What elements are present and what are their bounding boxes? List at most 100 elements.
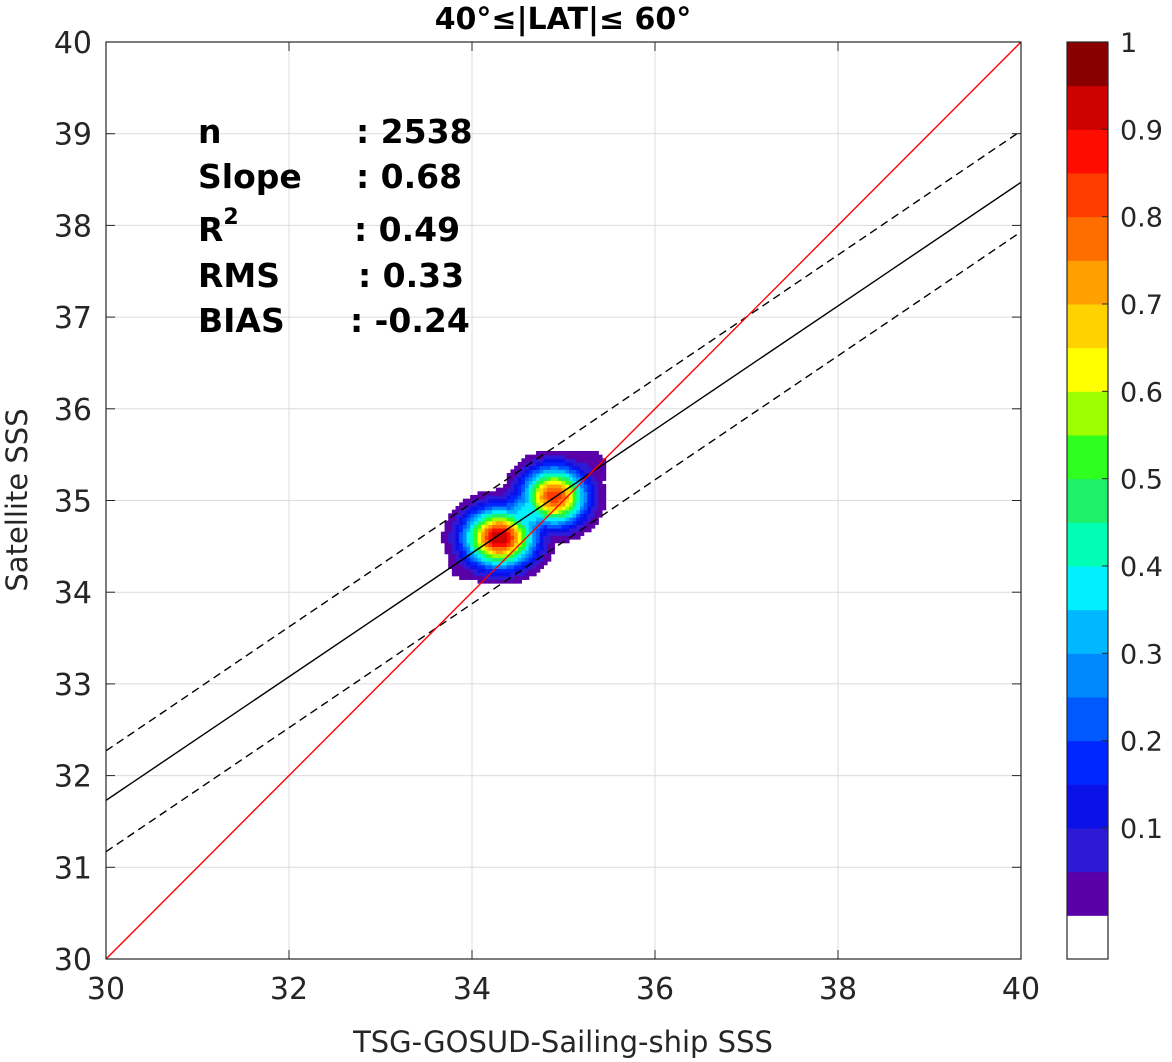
density-cell (459, 509, 464, 514)
y-axis-label: Satellite SSS (0, 408, 34, 591)
density-cell (565, 528, 570, 533)
density-cell (539, 539, 544, 544)
density-cell (528, 476, 533, 481)
density-cell (558, 461, 563, 467)
density-cell (550, 491, 555, 496)
density-cell (488, 506, 493, 511)
axis-ticks (105, 41, 1022, 960)
density-cell (473, 568, 479, 573)
density-cell (470, 531, 475, 536)
density-cell (466, 575, 471, 580)
density-cell (561, 454, 566, 459)
density-cell (492, 524, 497, 529)
density-cell (576, 454, 581, 459)
density-cell (470, 498, 475, 503)
density-cell (473, 528, 479, 533)
density-cell (521, 513, 526, 518)
density-cell (510, 561, 515, 566)
density-cell (521, 550, 526, 555)
density-cell (568, 520, 574, 525)
density-cell (510, 502, 515, 507)
density-cell (473, 531, 479, 536)
density-cell (466, 564, 471, 569)
density-cell (499, 502, 504, 507)
density-cell (554, 513, 559, 518)
density-cell (561, 483, 566, 489)
density-cell (576, 461, 581, 467)
density-cell (601, 494, 607, 500)
density-cell (528, 524, 533, 529)
density-cell (590, 524, 596, 529)
density-cell (492, 557, 497, 562)
density-cell (583, 517, 588, 522)
density-cell (451, 509, 457, 514)
density-cell (499, 542, 504, 547)
density-cell (440, 535, 446, 540)
density-cell (525, 465, 530, 470)
density-cell (451, 572, 457, 577)
density-cell (495, 568, 501, 573)
density-cell (536, 469, 541, 474)
density-cell (495, 579, 501, 584)
density-cell (525, 454, 530, 459)
identity-line (106, 42, 1021, 959)
density-cell (532, 480, 537, 485)
density-cell (579, 498, 585, 503)
density-cell (568, 535, 574, 540)
density-cell (568, 469, 574, 474)
density-cell (536, 528, 541, 533)
density-cell (503, 535, 508, 540)
density-cell (514, 531, 519, 536)
density-cell (554, 491, 559, 496)
density-cell (506, 572, 512, 577)
density-cell (477, 572, 482, 577)
density-cell (528, 520, 533, 525)
density-cell (550, 483, 555, 489)
density-cell (488, 528, 493, 533)
y-tick-label: 38 (54, 209, 92, 244)
density-cell (543, 531, 548, 536)
density-cell (590, 502, 596, 507)
density-cell (521, 465, 526, 470)
density-cell (594, 494, 599, 500)
density-cell (484, 531, 490, 536)
density-cell (477, 528, 482, 533)
density-cell (492, 502, 497, 507)
density-cell (499, 572, 504, 577)
density-cell (521, 524, 526, 529)
density-cell (583, 458, 588, 463)
density-cell (568, 494, 574, 500)
stat-bias-label: BIAS (198, 301, 285, 340)
density-cell (521, 535, 526, 540)
density-cell (532, 483, 537, 489)
density-cell (561, 494, 566, 500)
stat-r2-label: R2 (198, 205, 239, 249)
density-cell (598, 502, 603, 507)
density-cell (583, 528, 588, 533)
density-cell (558, 531, 563, 536)
density-cell (536, 509, 541, 514)
density-cell (550, 513, 555, 518)
density-cell (506, 483, 512, 489)
x-tick-label: 34 (453, 972, 491, 1007)
colorbar-swatch (1067, 129, 1108, 174)
density-cell (503, 542, 508, 547)
density-cell (532, 561, 537, 566)
y-tick-labels: 30 31 32 33 34 35 36 37 38 39 40 (54, 26, 92, 978)
density-cell (473, 509, 479, 514)
density-cell (601, 472, 607, 478)
stat-bias-value: : -0.24 (350, 301, 470, 340)
density-cell (484, 520, 490, 525)
density-cell (499, 535, 504, 540)
density-cell (459, 517, 464, 522)
density-cell (587, 465, 592, 470)
density-cell (558, 524, 563, 529)
grid-lines (105, 41, 1022, 960)
density-cell (473, 517, 479, 522)
density-cell (499, 494, 504, 500)
density-cell (532, 564, 537, 569)
density-cell (532, 535, 537, 540)
density-cell (528, 546, 533, 551)
density-cell (583, 469, 588, 474)
density-cell (590, 498, 596, 503)
